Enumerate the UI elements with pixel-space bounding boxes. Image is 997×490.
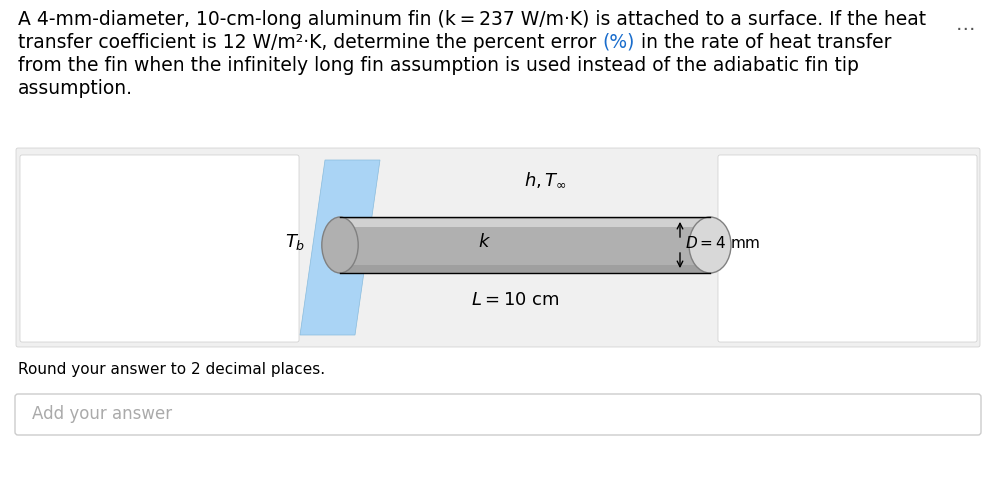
FancyBboxPatch shape [15, 394, 981, 435]
FancyBboxPatch shape [16, 148, 980, 347]
Text: $k$: $k$ [479, 233, 492, 251]
Text: $T_b$: $T_b$ [284, 232, 305, 252]
Text: transfer coefficient is 12 W/m²·K, determine the percent error: transfer coefficient is 12 W/m²·K, deter… [18, 33, 602, 52]
Bar [340, 265, 710, 273]
Text: …: … [955, 15, 975, 34]
Text: $D = 4\ \mathrm{mm}$: $D = 4\ \mathrm{mm}$ [685, 235, 761, 251]
Text: in the rate of heat transfer: in the rate of heat transfer [635, 33, 891, 52]
Polygon shape [300, 160, 380, 335]
Text: (%): (%) [602, 33, 635, 52]
Text: A 4-mm-diameter, 10-cm-long aluminum fin (k = 237 W/m·K) is attached to a surfac: A 4-mm-diameter, 10-cm-long aluminum fin… [18, 10, 926, 29]
Bar [340, 219, 710, 227]
Ellipse shape [322, 217, 358, 273]
Ellipse shape [689, 217, 731, 273]
Text: Add your answer: Add your answer [32, 405, 172, 423]
FancyBboxPatch shape [718, 155, 977, 342]
Text: from the fin when the infinitely long fin assumption is used instead of the adia: from the fin when the infinitely long fi… [18, 56, 858, 75]
Bar [340, 217, 710, 273]
Text: $h, T_\infty$: $h, T_\infty$ [523, 170, 566, 189]
Text: Round your answer to 2 decimal places.: Round your answer to 2 decimal places. [18, 362, 325, 377]
Text: assumption.: assumption. [18, 79, 133, 98]
Text: $L = 10\ \mathrm{cm}$: $L = 10\ \mathrm{cm}$ [471, 291, 559, 309]
FancyBboxPatch shape [20, 155, 299, 342]
